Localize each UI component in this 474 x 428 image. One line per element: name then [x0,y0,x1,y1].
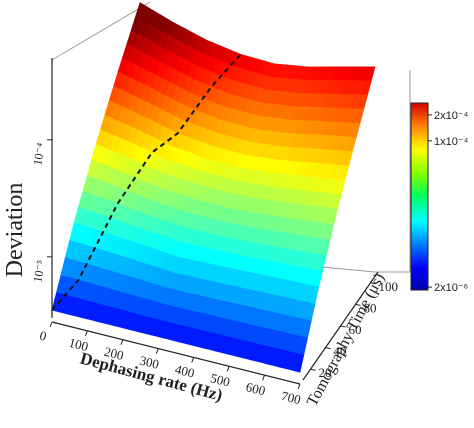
colorbar-tick-label: 2x10⁻⁶ [434,282,468,294]
surface-cell [321,66,376,138]
x-axis [51,321,301,385]
surface-cell [108,157,166,246]
surface [51,2,376,373]
x-tick-label: 300 [138,353,161,372]
surface-cell [87,233,145,329]
surface-cell [157,256,215,346]
y-tick [370,282,376,285]
x-tick-label: 600 [244,379,267,398]
surface-cell [228,271,285,364]
surface-cell [95,71,153,159]
axes: 10⁻⁵10⁻⁴0 100 200 300 400 500 600 7002040608010… [30,53,399,407]
dashed-line [51,53,242,311]
y-tick-label: 60 [349,322,362,337]
surface-cell [287,66,342,136]
surface-cell [185,40,242,121]
x-tick-label: 0 [38,328,48,344]
surface-cell [193,264,250,355]
surface-cell [283,204,338,288]
z-axis-label: Deviation [2,183,28,278]
x-tick [120,339,124,345]
surface-cell [213,194,269,273]
x-tick-label: 400 [174,361,197,380]
x-tick [155,348,159,354]
surface-cell [164,105,221,186]
surface-cell [51,222,110,320]
colorbar-tick-label: 2x10⁻⁴ [434,110,469,122]
x-tick [297,383,301,390]
x-tick [84,330,88,337]
surface-cell [199,119,255,195]
y-tick-label: 100 [379,279,399,294]
x-tick-label: 100 [67,335,90,354]
x-tick-label: 700 [280,388,303,407]
surface-cell [73,143,131,235]
surface-cell [143,173,200,258]
colorbar [410,102,429,291]
y-tick [325,347,331,350]
y-tick-label: 20 [319,365,332,380]
x-tick [49,321,53,328]
surface-cell [122,245,180,338]
x-tick [262,374,266,381]
x-tick-label: 500 [209,370,232,389]
z-tick-label: 10⁻⁵ [30,259,48,284]
y-tick [355,303,361,306]
surface-cell [264,279,320,373]
surface-cell [219,53,275,130]
y-tick [340,325,346,328]
surface-cell [117,2,174,89]
x-tick-label: 200 [103,344,126,363]
colorbar-tick-label: 1x10⁻⁴ [434,136,469,148]
y-tick [310,368,316,371]
y-tick-label: 80 [364,300,377,315]
y-tick-label: 40 [334,344,347,359]
z-tick-label: 10⁻⁴ [30,142,48,167]
surface-cell [233,128,289,201]
surface-cell [178,184,235,266]
x-tick [226,366,230,372]
x-tick [191,357,195,363]
surface-cell [248,200,304,280]
surface-cell [268,133,323,206]
